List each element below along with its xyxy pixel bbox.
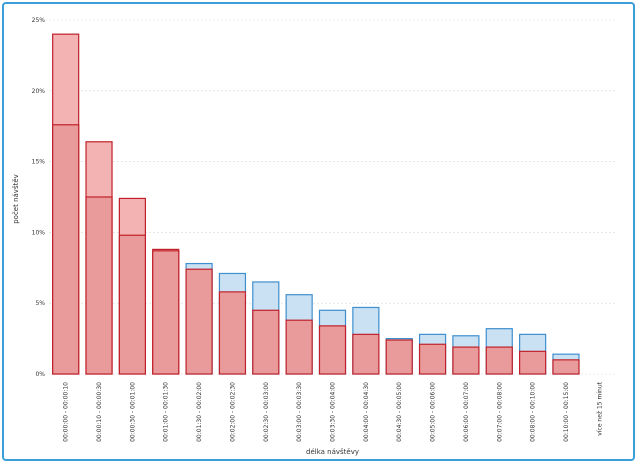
x-tick-label: 00:03:00 - 00:03:30 (296, 382, 303, 442)
bar-base (519, 350, 547, 375)
x-tick-label: 00:03:30 - 00:04:00 (330, 382, 337, 442)
bar-base (152, 250, 180, 375)
x-tick-label: 00:05:00 - 00:06:00 (430, 382, 437, 442)
y-tick-label: 20% (32, 88, 46, 95)
x-tick-label: více než 15 minut (596, 381, 603, 435)
x-tick-label: 00:10:00 - 00:15:00 (563, 382, 570, 442)
x-axis-title: délka návštěvy (306, 448, 359, 456)
bar-base (252, 309, 280, 375)
bar-base (218, 291, 247, 375)
x-tick-label: 00:01:30 - 00:02:00 (196, 382, 203, 442)
bar-base (185, 268, 213, 375)
x-tick-label: 00:04:00 - 00:04:30 (363, 382, 370, 442)
bar-base (552, 359, 580, 375)
bars (52, 33, 580, 375)
bar-base (385, 339, 413, 375)
x-tick-label: 00:00:10 - 00:00:30 (96, 382, 103, 442)
y-tick-label: 25% (32, 17, 46, 24)
x-tick-label: 00:06:00 - 00:07:00 (463, 382, 470, 442)
y-tick-label: 15% (32, 159, 46, 166)
x-tick-label: 00:04:30 - 00:05:00 (396, 382, 403, 442)
bar-base (285, 319, 313, 375)
x-tick-label: 00:01:00 - 00:01:30 (163, 382, 170, 442)
x-tick-label: 00:00:00 - 00:00:10 (63, 382, 70, 442)
x-tick-labels: 00:00:00 - 00:00:10 00:00:10 - 00:00:30 00… (63, 381, 604, 442)
y-tick-label: 5% (35, 300, 45, 307)
y-axis-title: počet návštěv (12, 174, 20, 224)
x-tick-label: 00:02:00 - 00:02:30 (229, 382, 236, 442)
y-tick-label: 10% (32, 229, 46, 236)
bar-base (452, 346, 480, 375)
bar-chart: 0%5%10%15%20%25% 00:00:00 - 00:00:10 00:0… (12, 17, 616, 456)
bar-base (318, 325, 347, 375)
x-tick-label: 00:00:30 - 00:01:00 (129, 382, 136, 442)
x-tick-label: 00:08:00 - 00:10:00 (530, 382, 537, 442)
x-tick-label: 00:02:30 - 00:03:00 (263, 382, 270, 442)
bar-base (85, 196, 113, 375)
bar-base (352, 333, 380, 375)
x-tick-label: 00:07:00 - 00:08:00 (496, 382, 503, 442)
bar-base (418, 343, 447, 375)
bar-base (118, 234, 146, 375)
bar-base (485, 346, 513, 375)
y-tick-label: 0% (35, 371, 45, 378)
bar-base (52, 124, 80, 375)
y-tick-labels: 0% 5% 10% 15% 20% 25% (32, 17, 46, 378)
